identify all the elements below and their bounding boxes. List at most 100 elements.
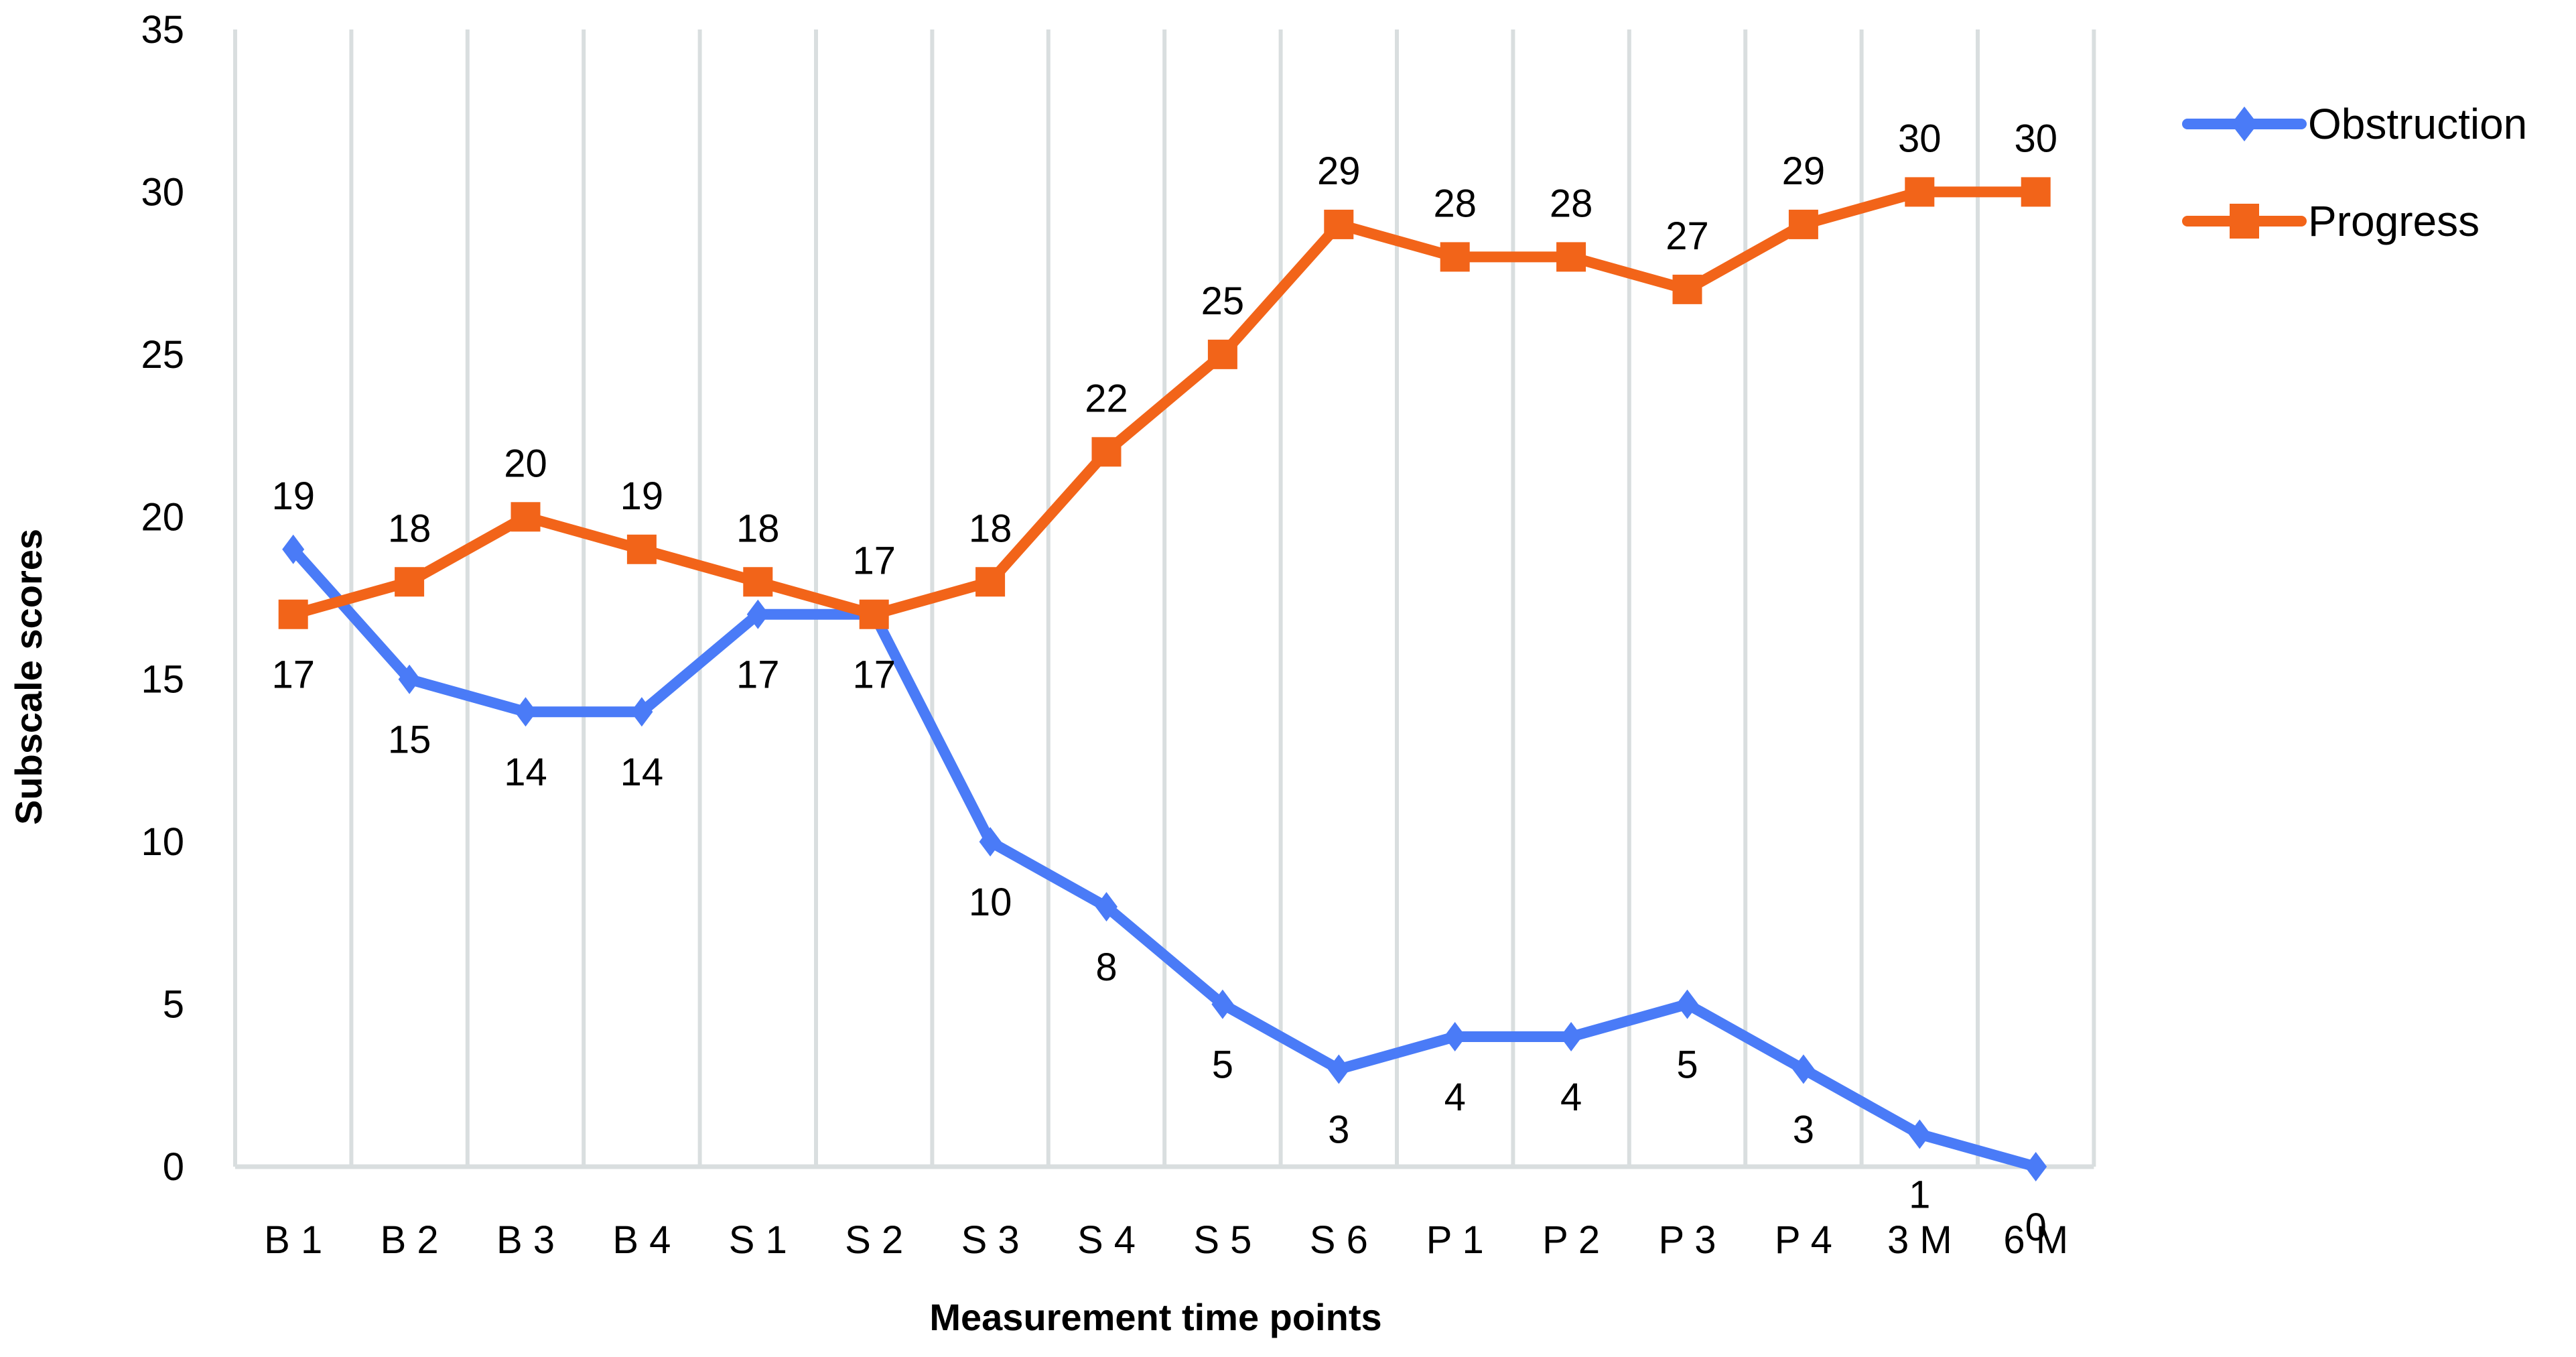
progress-data-label: 19 [620,474,664,518]
x-tick-label: 6 M [2003,1218,2068,1262]
x-tick-label: P 4 [1775,1218,1832,1262]
x-tick-label: S 4 [1077,1218,1136,1262]
obstruction-data-label: 4 [1560,1076,1582,1119]
y-tick-label: 25 [141,333,184,377]
progress-marker-square [1440,242,1470,272]
obstruction-marker-diamond [2025,1152,2047,1181]
progress-marker-square [278,599,308,629]
y-tick-label: 30 [141,170,184,214]
legend-label: Obstruction [2308,100,2527,148]
y-axis-ticks: 0 5 10 15 20 25 30 35 [141,8,184,1189]
progress-data-label: 22 [1085,377,1128,420]
progress-marker-square [1556,242,1586,272]
progress-marker-square [1207,339,1237,369]
obstruction-marker-diamond [1676,989,1698,1019]
x-tick-label: P 2 [1542,1218,1600,1262]
y-axis-title: Subscale scores [7,529,50,825]
obstruction-marker-diamond [1444,1022,1467,1052]
obstruction-data-label: 17 [852,653,896,697]
y-tick-label: 5 [163,983,184,1027]
x-tick-label: B 2 [381,1218,439,1262]
progress-data-label: 17 [271,653,315,697]
progress-data-label: 18 [388,507,431,550]
obstruction-marker-diamond [1211,989,1234,1019]
legend: Obstruction Progress [2182,100,2527,245]
progress-marker-square [1905,177,1935,207]
x-tick-label: P 1 [1426,1218,1484,1262]
y-tick-label: 0 [163,1145,184,1189]
obstruction-data-label: 0 [2025,1206,2047,1249]
series-lines [278,177,2051,1181]
x-tick-label: S 3 [961,1218,1020,1262]
obstruction-data-label: 5 [1676,1043,1698,1087]
obstruction-marker-diamond [1095,892,1117,922]
x-tick-label: P 3 [1658,1218,1716,1262]
progress-marker-square [1091,437,1122,467]
progress-data-label: 25 [1201,279,1245,323]
x-axis-title: Measurement time points [929,1296,1381,1338]
progress-marker-square [1672,274,1702,304]
obstruction-data-label: 5 [1212,1043,1233,1087]
y-tick-label: 20 [141,495,184,539]
y-tick-label: 15 [141,658,184,702]
obstruction-data-label: 3 [1328,1108,1349,1152]
x-axis-ticks: B 1 B 2 B 3 B 4 S 1 S 2 S 3 S 4 S 5 S 6 P 1 P 2 P 3 P… [264,1218,2068,1262]
progress-marker-square [626,534,657,564]
progress-marker-square [2021,177,2051,207]
obstruction-data-label: 14 [504,751,547,794]
progress-data-label: 30 [2014,117,2057,160]
progress-marker-square [1788,209,1818,239]
progress-marker-square [1324,209,1354,239]
progress-data-label: 18 [969,507,1012,550]
x-tick-label: S 2 [845,1218,903,1262]
progress-data-label: 30 [1898,117,1942,160]
progress-marker-square [975,567,1006,597]
progress-data-label: 29 [1317,149,1361,193]
obstruction-marker-diamond [1327,1054,1350,1084]
x-tick-label: B 4 [612,1218,671,1262]
progress-marker-square [859,599,889,629]
progress-marker-square [395,567,425,597]
obstruction-data-label: 3 [1793,1108,1814,1152]
obstruction-marker-diamond [979,827,1002,857]
x-tick-label: S 6 [1310,1218,1368,1262]
obstruction-marker-diamond [746,599,769,629]
progress-data-label: 27 [1666,214,1709,258]
progress-data-label: 18 [736,507,780,550]
obstruction-marker-diamond [1560,1022,1582,1052]
progress-data-label: 29 [1782,149,1826,193]
data-labels: 1917151814201419171817171018822525329428… [271,117,2057,1249]
obstruction-marker-diamond [282,534,305,564]
y-tick-label: 35 [141,8,184,52]
obstruction-data-label: 10 [969,881,1012,924]
obstruction-line [289,545,2037,1172]
vertical-gridlines [233,29,2096,1169]
progress-data-label: 20 [504,442,547,485]
x-tick-label: 3 M [1887,1218,1952,1262]
progress-marker-square [511,502,541,532]
progress-line [291,186,2036,620]
x-tick-label: B 1 [264,1218,322,1262]
diamond-marker-icon [2231,107,2258,141]
obstruction-marker-diamond [630,697,653,727]
obstruction-marker-diamond [515,697,537,727]
x-tick-label: B 3 [496,1218,555,1262]
legend-label: Progress [2308,197,2480,245]
x-tick-label: S 1 [729,1218,787,1262]
obstruction-data-label: 8 [1095,946,1117,989]
x-tick-label: S 5 [1193,1218,1251,1262]
progress-data-label: 28 [1550,182,1593,225]
obstruction-data-label: 14 [620,751,664,794]
obstruction-data-label: 15 [388,718,431,762]
progress-marker-square [743,567,773,597]
square-marker-icon [2230,204,2259,239]
obstruction-data-label: 4 [1444,1076,1466,1119]
progress-data-label: 17 [852,539,896,583]
obstruction-data-label: 19 [271,474,315,518]
progress-data-label: 28 [1433,182,1477,225]
y-tick-label: 10 [141,820,184,864]
obstruction-marker-diamond [398,664,421,694]
obstruction-marker-diamond [1908,1119,1931,1149]
obstruction-marker-diamond [1792,1054,1815,1084]
